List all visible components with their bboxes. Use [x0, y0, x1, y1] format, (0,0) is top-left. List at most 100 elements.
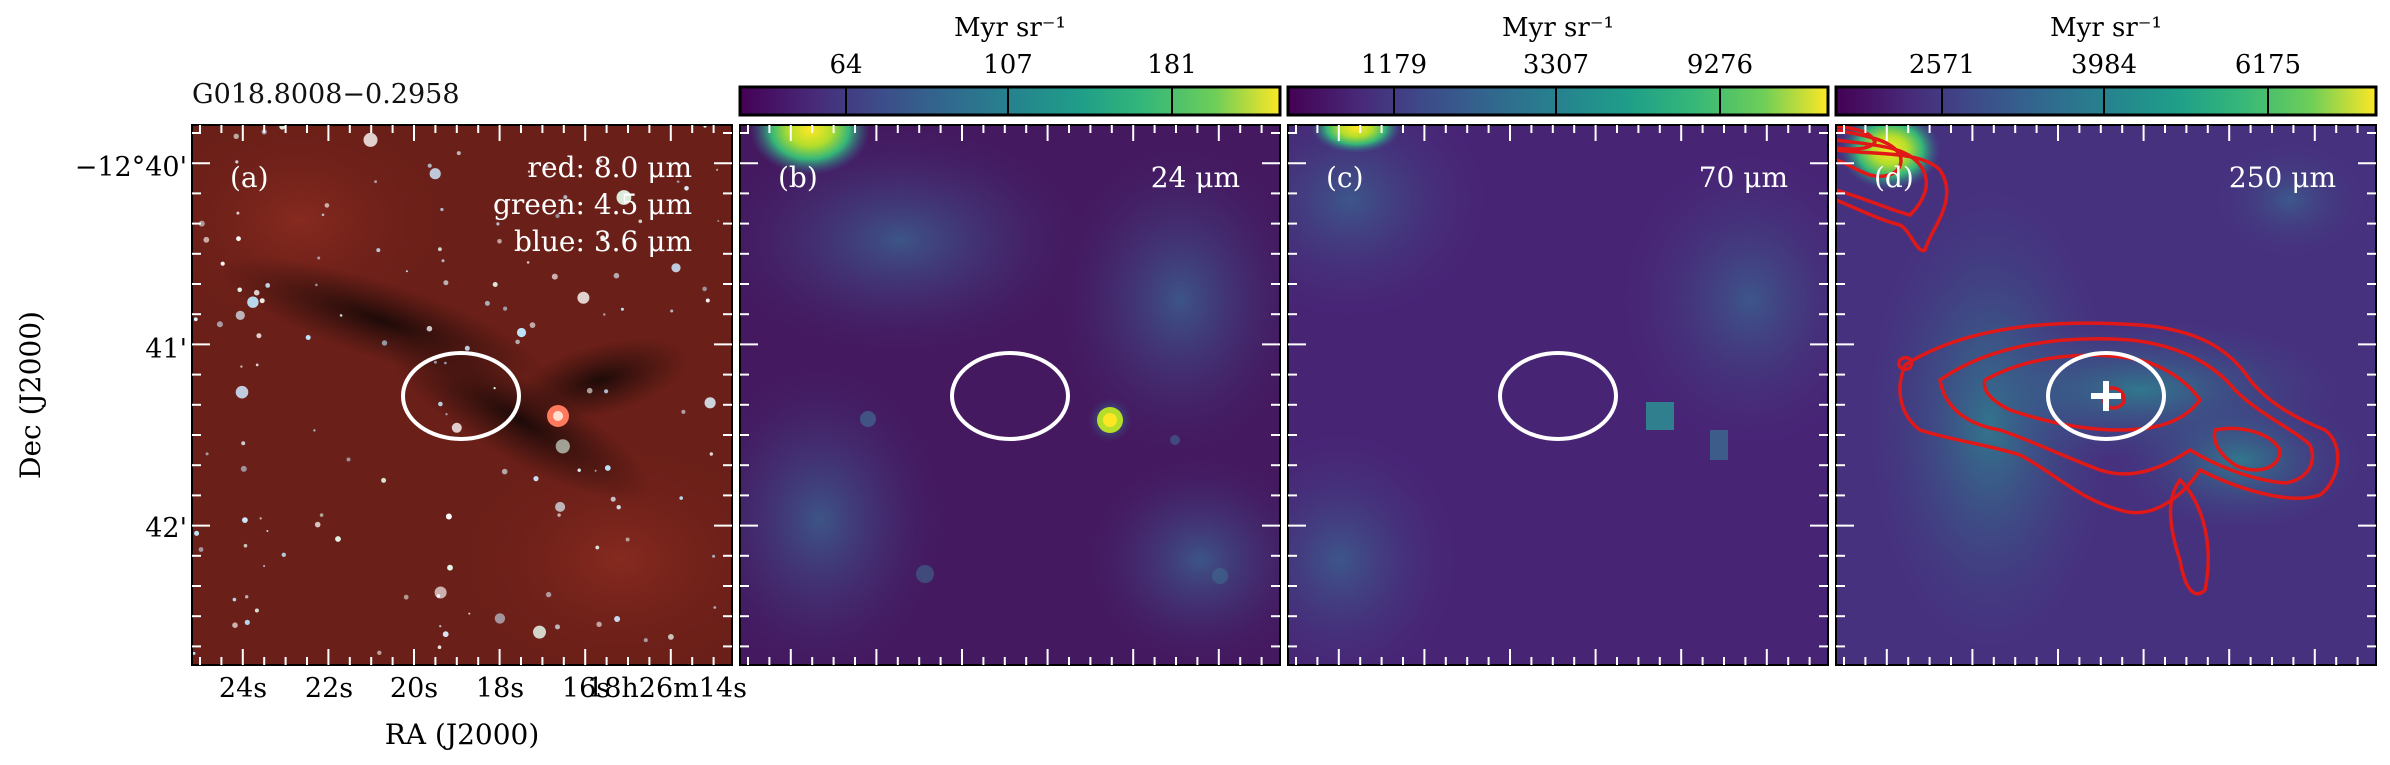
colorbar-d-tick-1: 2571	[1909, 50, 1975, 80]
panel-a-letter: (a)	[230, 161, 269, 194]
star	[717, 220, 720, 222]
dec-tick-42: 42'	[145, 513, 187, 544]
ra-tick-20s: 20s	[390, 673, 438, 704]
star	[242, 517, 248, 523]
star	[533, 476, 539, 482]
star	[604, 389, 609, 394]
colorbar-b-unit: Myr sr⁻¹	[954, 13, 1066, 43]
star	[503, 306, 508, 311]
star	[317, 256, 321, 260]
star	[315, 283, 318, 287]
star	[716, 168, 719, 171]
panel-c-band: 70 μm	[1699, 161, 1788, 194]
star	[374, 180, 377, 184]
star	[526, 261, 530, 264]
panel-a-frame	[191, 124, 733, 666]
star	[625, 537, 630, 542]
star	[705, 298, 710, 303]
star	[702, 286, 707, 292]
star	[233, 133, 239, 139]
star	[429, 168, 441, 180]
star	[232, 597, 237, 602]
star	[555, 501, 566, 512]
star	[254, 608, 259, 613]
star	[313, 429, 316, 432]
star	[235, 310, 245, 320]
star	[194, 530, 200, 536]
star	[616, 190, 632, 205]
star	[616, 505, 621, 510]
colorbar-c-unit: Myr sr⁻¹	[1502, 13, 1614, 43]
star	[684, 186, 689, 191]
star	[305, 335, 311, 340]
star	[324, 203, 330, 208]
panel-d-band: 250 μm	[2229, 161, 2336, 194]
colorbar-d-tick-3: 6175	[2235, 50, 2301, 80]
star	[620, 307, 624, 311]
star	[263, 565, 266, 567]
colorbar-c-tick-1: 1179	[1361, 50, 1427, 80]
star	[440, 207, 444, 212]
star	[319, 513, 324, 517]
star	[240, 365, 243, 368]
panel-c	[1288, 125, 1828, 665]
ra-tick-16s: 16s	[562, 673, 610, 704]
panel-a	[192, 125, 732, 665]
source-name: G018.8008−0.2958	[192, 79, 460, 110]
dec-tick-40: −12°40'	[75, 152, 187, 183]
ra-tick-24s: 24s	[219, 673, 267, 704]
star	[679, 496, 683, 500]
star	[670, 309, 674, 313]
star	[676, 180, 680, 184]
star	[603, 313, 606, 316]
star	[433, 360, 437, 364]
star	[712, 554, 716, 558]
bright-source	[1311, 125, 1401, 153]
star	[610, 496, 616, 502]
ra-tick-14s: 18h26m14s	[587, 673, 747, 704]
colorbar-d-bar	[1834, 85, 2378, 117]
panel-d	[1836, 125, 2376, 665]
star	[441, 259, 445, 263]
source-ellipse	[401, 351, 521, 441]
source-ellipse	[950, 351, 1070, 441]
star	[555, 439, 570, 454]
legend-blue: blue: 3.6 μm	[514, 225, 692, 258]
star	[681, 409, 686, 414]
star	[403, 594, 409, 600]
ra-tick-18s: 18s	[476, 673, 524, 704]
star	[643, 638, 648, 643]
star	[232, 622, 238, 628]
star	[557, 513, 561, 517]
star	[205, 452, 209, 456]
star	[236, 211, 240, 215]
star	[255, 363, 259, 367]
star	[247, 296, 259, 308]
star	[381, 477, 387, 483]
star	[241, 441, 246, 446]
colorbar-b-tick-1: 64	[829, 50, 862, 80]
colorbar-c: Myr sr⁻¹ 1179 3307 9276	[1286, 13, 1830, 117]
star	[245, 595, 249, 599]
star	[713, 606, 717, 609]
bright-source	[750, 125, 870, 175]
star	[493, 387, 496, 390]
star	[501, 468, 508, 475]
star	[235, 160, 239, 164]
star	[377, 650, 382, 655]
x-axis-label: RA (J2000)	[385, 718, 540, 751]
colorbar-b-bar	[738, 85, 1282, 117]
star	[335, 536, 341, 542]
star	[638, 219, 643, 224]
star	[515, 339, 520, 345]
star	[192, 651, 196, 655]
dec-tick-41: 41'	[145, 334, 187, 365]
star	[577, 468, 581, 472]
colorbar-d: Myr sr⁻¹ 2571 3984 6175	[1834, 13, 2378, 117]
star	[555, 624, 560, 630]
compact-source	[1646, 402, 1674, 430]
star	[555, 213, 560, 219]
star	[259, 298, 265, 304]
star	[496, 222, 500, 226]
